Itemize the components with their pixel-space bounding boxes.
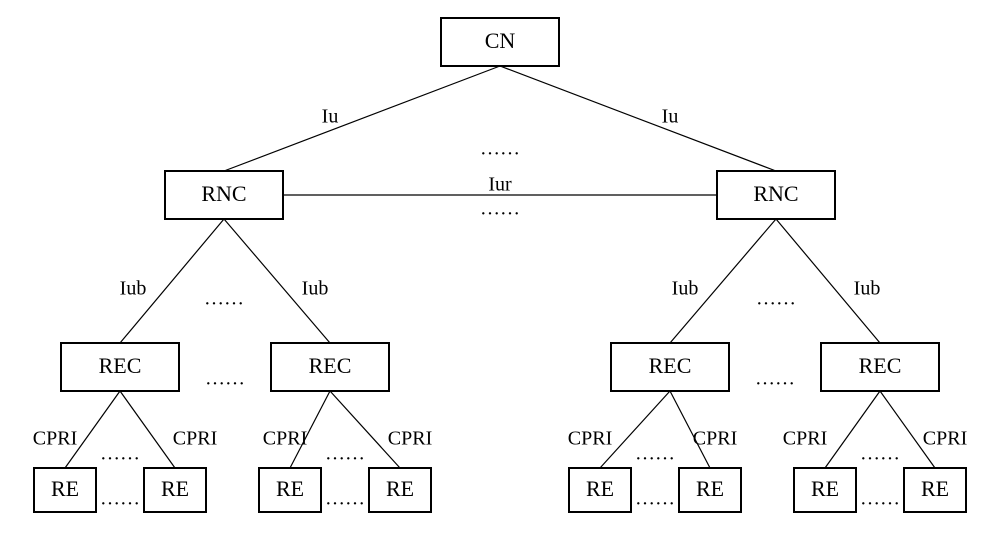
ellipsis-11: ……: [325, 488, 365, 510]
edge-label-cpri: CPRI: [923, 428, 967, 450]
edge-label-iu: Iu: [322, 106, 339, 128]
ellipsis-5: ……: [755, 368, 795, 390]
node-label-rnc2: RNC: [753, 181, 798, 206]
edges-layer: [65, 66, 935, 468]
node-label-re7: RE: [811, 476, 839, 501]
node-label-re5: RE: [586, 476, 614, 501]
node-label-re6: RE: [696, 476, 724, 501]
ellipsis-3: ……: [756, 288, 796, 310]
node-label-re8: RE: [921, 476, 949, 501]
edge-label-cpri: CPRI: [568, 428, 612, 450]
ellipsis-10: ……: [100, 488, 140, 510]
node-label-re3: RE: [276, 476, 304, 501]
node-label-rec4: REC: [859, 353, 902, 378]
edge-label-iu: Iu: [662, 106, 679, 128]
node-label-rnc1: RNC: [201, 181, 246, 206]
edge-label-iub: Iub: [672, 278, 699, 300]
edge-label-iur: Iur: [488, 174, 512, 196]
ellipsis-2: ……: [204, 288, 244, 310]
edge-label-iub: Iub: [302, 278, 329, 300]
node-label-rec1: REC: [99, 353, 142, 378]
ellipsis-0: ……: [480, 138, 520, 160]
node-label-re4: RE: [386, 476, 414, 501]
ellipsis-7: ……: [325, 443, 365, 465]
ellipsis-4: ……: [205, 368, 245, 390]
edge-label-cpri: CPRI: [388, 428, 432, 450]
diagram-canvas: Iu Iu Iur Iub Iub Iub Iub CPRI CPRI CPRI CPRI CPRI C…: [0, 0, 1000, 539]
ellipsis-1: ……: [480, 198, 520, 220]
ellipsis-13: ……: [860, 488, 900, 510]
labels-layer: Iu Iu Iur Iub Iub Iub Iub CPRI CPRI CPRI CPRI CPRI C…: [33, 28, 967, 501]
edge-label-cpri: CPRI: [33, 428, 77, 450]
edge-cn-rnc2: [500, 66, 776, 171]
ellipsis-8: ……: [635, 443, 675, 465]
node-label-re1: RE: [51, 476, 79, 501]
edge-label-cpri: CPRI: [783, 428, 827, 450]
node-label-rec3: REC: [649, 353, 692, 378]
edge-label-cpri: CPRI: [263, 428, 307, 450]
edge-label-iub: Iub: [120, 278, 147, 300]
edge-cn-rnc1: [224, 66, 500, 171]
edge-label-cpri: CPRI: [693, 428, 737, 450]
edge-label-cpri: CPRI: [173, 428, 217, 450]
ellipsis-6: ……: [100, 443, 140, 465]
ellipsis-12: ……: [635, 488, 675, 510]
node-label-re2: RE: [161, 476, 189, 501]
node-label-rec2: REC: [309, 353, 352, 378]
node-label-cn: CN: [485, 28, 516, 53]
ellipsis-9: ……: [860, 443, 900, 465]
edge-label-iub: Iub: [854, 278, 881, 300]
